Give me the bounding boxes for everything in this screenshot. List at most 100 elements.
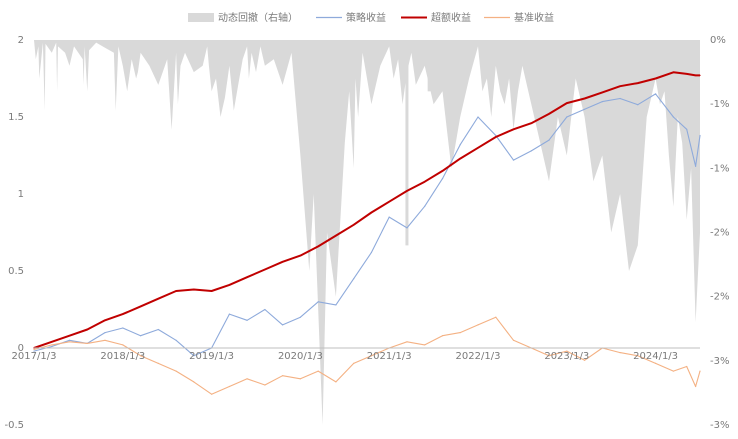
data-point [441, 335, 444, 337]
x-tick-label: 2019/1/3 [189, 351, 234, 362]
data-point [51, 345, 53, 348]
data-point [68, 341, 71, 343]
data-point [619, 85, 621, 87]
y-right-tick-label: -3% [710, 356, 729, 367]
y-axis-right: 0% -1% -1% -2% -2% -3% -3% [710, 35, 729, 431]
line-layer [33, 71, 701, 395]
data-point [406, 227, 408, 229]
data-point [353, 362, 355, 364]
legend-item: 动态回撤（右轴） [188, 11, 298, 24]
y-left-tick-label: -0.5 [4, 420, 24, 431]
data-point [388, 216, 390, 218]
data-point [246, 276, 248, 278]
data-point [335, 235, 337, 237]
data-point [530, 122, 532, 124]
data-point [370, 251, 372, 254]
data-point [264, 384, 266, 386]
data-point [424, 181, 426, 183]
y-left-tick-label: 0 [18, 343, 24, 354]
y-left-tick-label: 1.5 [8, 112, 24, 123]
data-point [619, 352, 621, 354]
data-point [228, 284, 230, 286]
data-point [584, 108, 586, 110]
data-point [282, 324, 284, 326]
data-point [548, 113, 550, 115]
data-point [122, 344, 124, 346]
data-point [140, 305, 142, 307]
data-point [459, 158, 461, 160]
data-point [228, 313, 230, 315]
data-point [566, 350, 568, 352]
data-point [441, 170, 444, 172]
data-point [695, 385, 697, 388]
data-point [317, 245, 319, 247]
series-line [33, 93, 701, 357]
series-line [33, 316, 701, 395]
data-point [299, 378, 301, 380]
data-point [282, 261, 284, 263]
data-point [193, 288, 195, 291]
data-point [584, 97, 586, 100]
data-point [459, 144, 461, 146]
data-point [228, 385, 230, 388]
data-point [353, 278, 355, 280]
x-tick-label: 2024/1/3 [633, 351, 678, 362]
data-point [299, 255, 301, 257]
data-point [86, 342, 88, 344]
data-point [122, 313, 124, 315]
legend-label: 基准收益 [514, 11, 554, 24]
data-point [317, 301, 319, 303]
data-point [695, 165, 697, 167]
data-point [175, 290, 177, 292]
data-point [299, 316, 301, 318]
data-point [530, 150, 532, 152]
data-point [584, 359, 586, 361]
x-axis: 2017/1/3 2018/1/3 2019/1/3 2020/1/3 2021/1/3… [12, 347, 700, 362]
legend-label: 策略收益 [346, 11, 386, 24]
data-point [477, 116, 479, 118]
data-point [566, 116, 568, 118]
x-tick-label: 2021/1/3 [367, 351, 412, 362]
data-point [699, 370, 701, 372]
data-point [51, 341, 53, 343]
data-point [211, 393, 213, 395]
data-point [86, 328, 88, 331]
data-point [512, 128, 515, 130]
y-axis-left: 2 1.5 1 0.5 0 -0.5 [4, 35, 24, 431]
legend-item: 策略收益 [316, 11, 386, 24]
data-point [370, 355, 372, 357]
data-point [686, 365, 688, 368]
data-point [695, 74, 697, 76]
data-point [104, 319, 106, 321]
data-point [122, 327, 124, 329]
data-point [699, 74, 701, 76]
drawdown-area [34, 40, 700, 425]
data-point [33, 348, 35, 351]
data-point [495, 136, 497, 138]
data-point [655, 77, 657, 80]
x-tick-label: 2017/1/3 [12, 351, 57, 362]
data-point [33, 350, 35, 352]
legend-label: 动态回撤（右轴） [218, 11, 298, 24]
data-point [388, 201, 390, 203]
data-point [193, 355, 195, 357]
y-right-tick-label: -2% [710, 292, 729, 303]
data-point [406, 341, 408, 343]
data-point [68, 335, 71, 337]
y-left-tick-label: 1 [18, 189, 24, 200]
data-point [246, 319, 248, 321]
legend-item: 基准收益 [484, 11, 554, 24]
data-point [619, 97, 621, 100]
x-tick-label: 2022/1/3 [456, 351, 501, 362]
data-point [317, 370, 319, 372]
legend: 动态回撤（右轴） 策略收益 超额收益 基准收益 [188, 11, 554, 24]
data-point [459, 332, 461, 334]
data-point [264, 308, 266, 311]
data-point [655, 93, 657, 95]
data-point [477, 147, 479, 149]
data-point [672, 71, 675, 73]
data-point [406, 190, 408, 192]
y-left-tick-label: 0.5 [8, 266, 24, 277]
data-point [193, 381, 195, 383]
